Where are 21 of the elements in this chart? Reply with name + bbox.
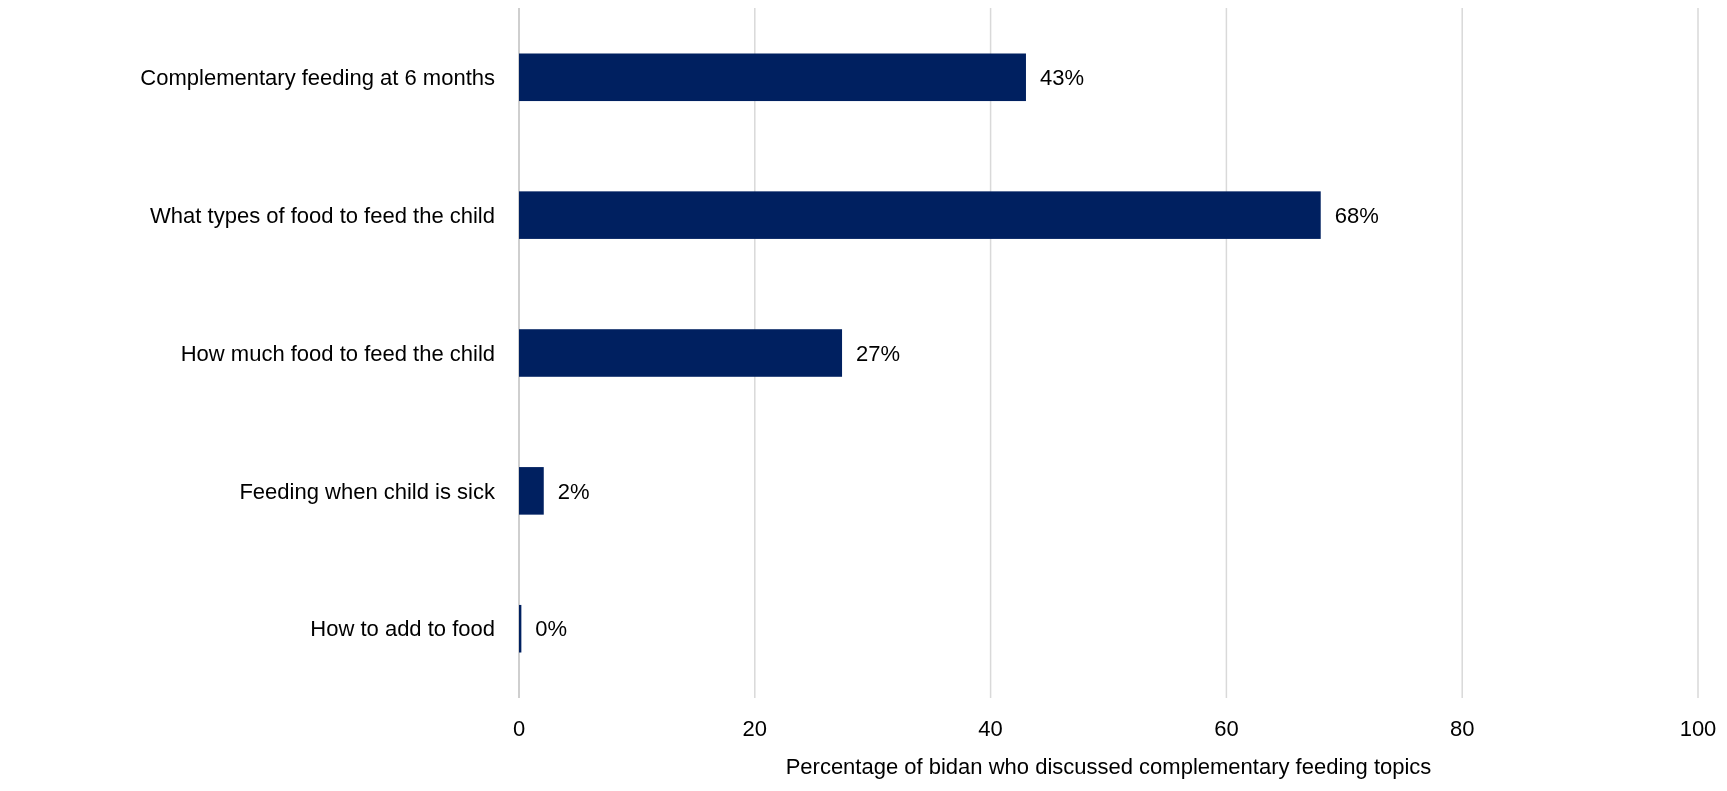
y-tick-label: What types of food to feed the child xyxy=(150,202,495,228)
x-tick-label: 100 xyxy=(1679,716,1717,741)
x-tick-label: 40 xyxy=(978,716,1003,741)
x-tick-label: 0 xyxy=(512,716,526,741)
x-tick-label: 80 xyxy=(1449,716,1475,741)
data-label: 2% xyxy=(557,478,590,504)
bar xyxy=(519,467,544,515)
x-tick-label: 20 xyxy=(742,716,768,741)
y-tick-label: How to add to food xyxy=(310,616,495,642)
data-label: 43% xyxy=(1039,64,1085,90)
y-tick-label: How much food to feed the child xyxy=(180,340,495,366)
x-axis-title: Percentage of bidan who discussed complementary feeding topics xyxy=(785,754,1432,779)
bar xyxy=(519,53,1026,102)
bar xyxy=(519,191,1321,239)
y-tick-label: Complementary feeding at 6 months xyxy=(140,64,495,90)
data-label: 0% xyxy=(535,616,568,642)
y-tick-label: Feeding when child is sick xyxy=(239,478,496,504)
x-tick-label: 60 xyxy=(1214,716,1239,741)
data-label: 68% xyxy=(1334,202,1379,228)
bar xyxy=(519,329,843,377)
data-label: 27% xyxy=(856,340,901,366)
